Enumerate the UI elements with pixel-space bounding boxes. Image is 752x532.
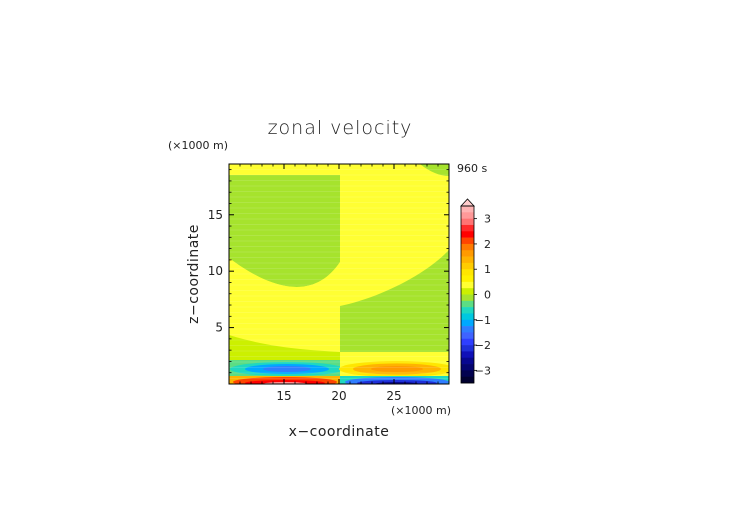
colorbar-swatch (461, 269, 474, 276)
chart-title: zonal velocity (268, 117, 413, 139)
colorbar-swatch (461, 275, 474, 283)
time-label: 960 s (457, 162, 487, 175)
y-tick-label: 5 (215, 321, 223, 335)
colorbar-swatch (461, 376, 474, 384)
colorbar: 3 2 1 0 −1 −2 −3 (460, 198, 491, 384)
colorbar-swatch (461, 326, 474, 333)
colorbar-swatch (461, 370, 474, 377)
field-left-blue (263, 366, 311, 372)
colorbar-swatch (461, 281, 474, 289)
y-axis: 5 10 15 (208, 169, 449, 374)
x-axis-label: x−coordinate (289, 424, 390, 440)
field-right-band-yellow (340, 352, 449, 364)
colorbar-swatch (461, 256, 474, 264)
colorbar-swatch (461, 332, 474, 340)
colorbar-swatch (461, 313, 474, 321)
field-left-lower-green (229, 335, 340, 362)
colorbar-swatch (461, 300, 474, 308)
colorbar-tick-label: −1 (475, 314, 491, 327)
x-tick-label: 25 (386, 389, 401, 403)
colorbar-swatch (461, 250, 474, 257)
field-left-top-corner (229, 164, 262, 175)
y-tick-label: 15 (208, 208, 223, 222)
colorbar-tick-label: 1 (484, 263, 491, 276)
colorbar-swatch (461, 288, 474, 295)
colorbar-tick-label: 0 (484, 289, 491, 302)
colorbar-swatch (461, 294, 474, 302)
colorbar-swatch (461, 243, 474, 251)
colorbar-swatch (461, 231, 474, 238)
colorbar-swatch (461, 351, 474, 359)
x-axis: 15 20 25 (239, 164, 439, 403)
field-right-top-green (420, 164, 449, 176)
field-right-lower-green (340, 250, 449, 356)
colorbar-swatch (461, 345, 474, 352)
plot-area: 15 20 25 5 10 15 (208, 163, 450, 403)
y-unit-label: (×1000 m) (168, 139, 228, 152)
field-right-darkorange (371, 366, 423, 372)
colorbar-swatch (461, 357, 474, 365)
x-tick-label: 20 (331, 389, 346, 403)
colorbar-swatch (461, 212, 474, 219)
colorbar-tick-label: 2 (484, 238, 491, 251)
y-tick-label: 10 (208, 264, 223, 278)
colorbar-swatch (461, 262, 474, 270)
field-left-mid-yellow (229, 258, 340, 356)
colorbar-swatch (461, 224, 474, 232)
colorbar-swatch (461, 237, 474, 245)
colorbar-tick-label: −3 (475, 364, 491, 377)
field-left-top-yellow (229, 164, 340, 175)
x-tick-label: 15 (276, 389, 291, 403)
colorbar-extend-arrow (460, 198, 475, 207)
colorbar-tick-label: 3 (484, 213, 491, 226)
colorbar-swatch (461, 338, 474, 346)
colorbar-swatch (461, 206, 474, 213)
field-left-upper-green (229, 175, 340, 288)
colorbar-swatch (461, 319, 474, 327)
y-axis-label: z−coordinate (186, 224, 202, 324)
colorbar-tick-label: −2 (475, 339, 491, 352)
colorbar-swatch (461, 218, 474, 226)
colorbar-swatch (461, 307, 474, 314)
model-level-lines (229, 164, 449, 379)
x-unit-label: (×1000 m) (391, 404, 451, 417)
colorbar-swatch (461, 364, 474, 371)
